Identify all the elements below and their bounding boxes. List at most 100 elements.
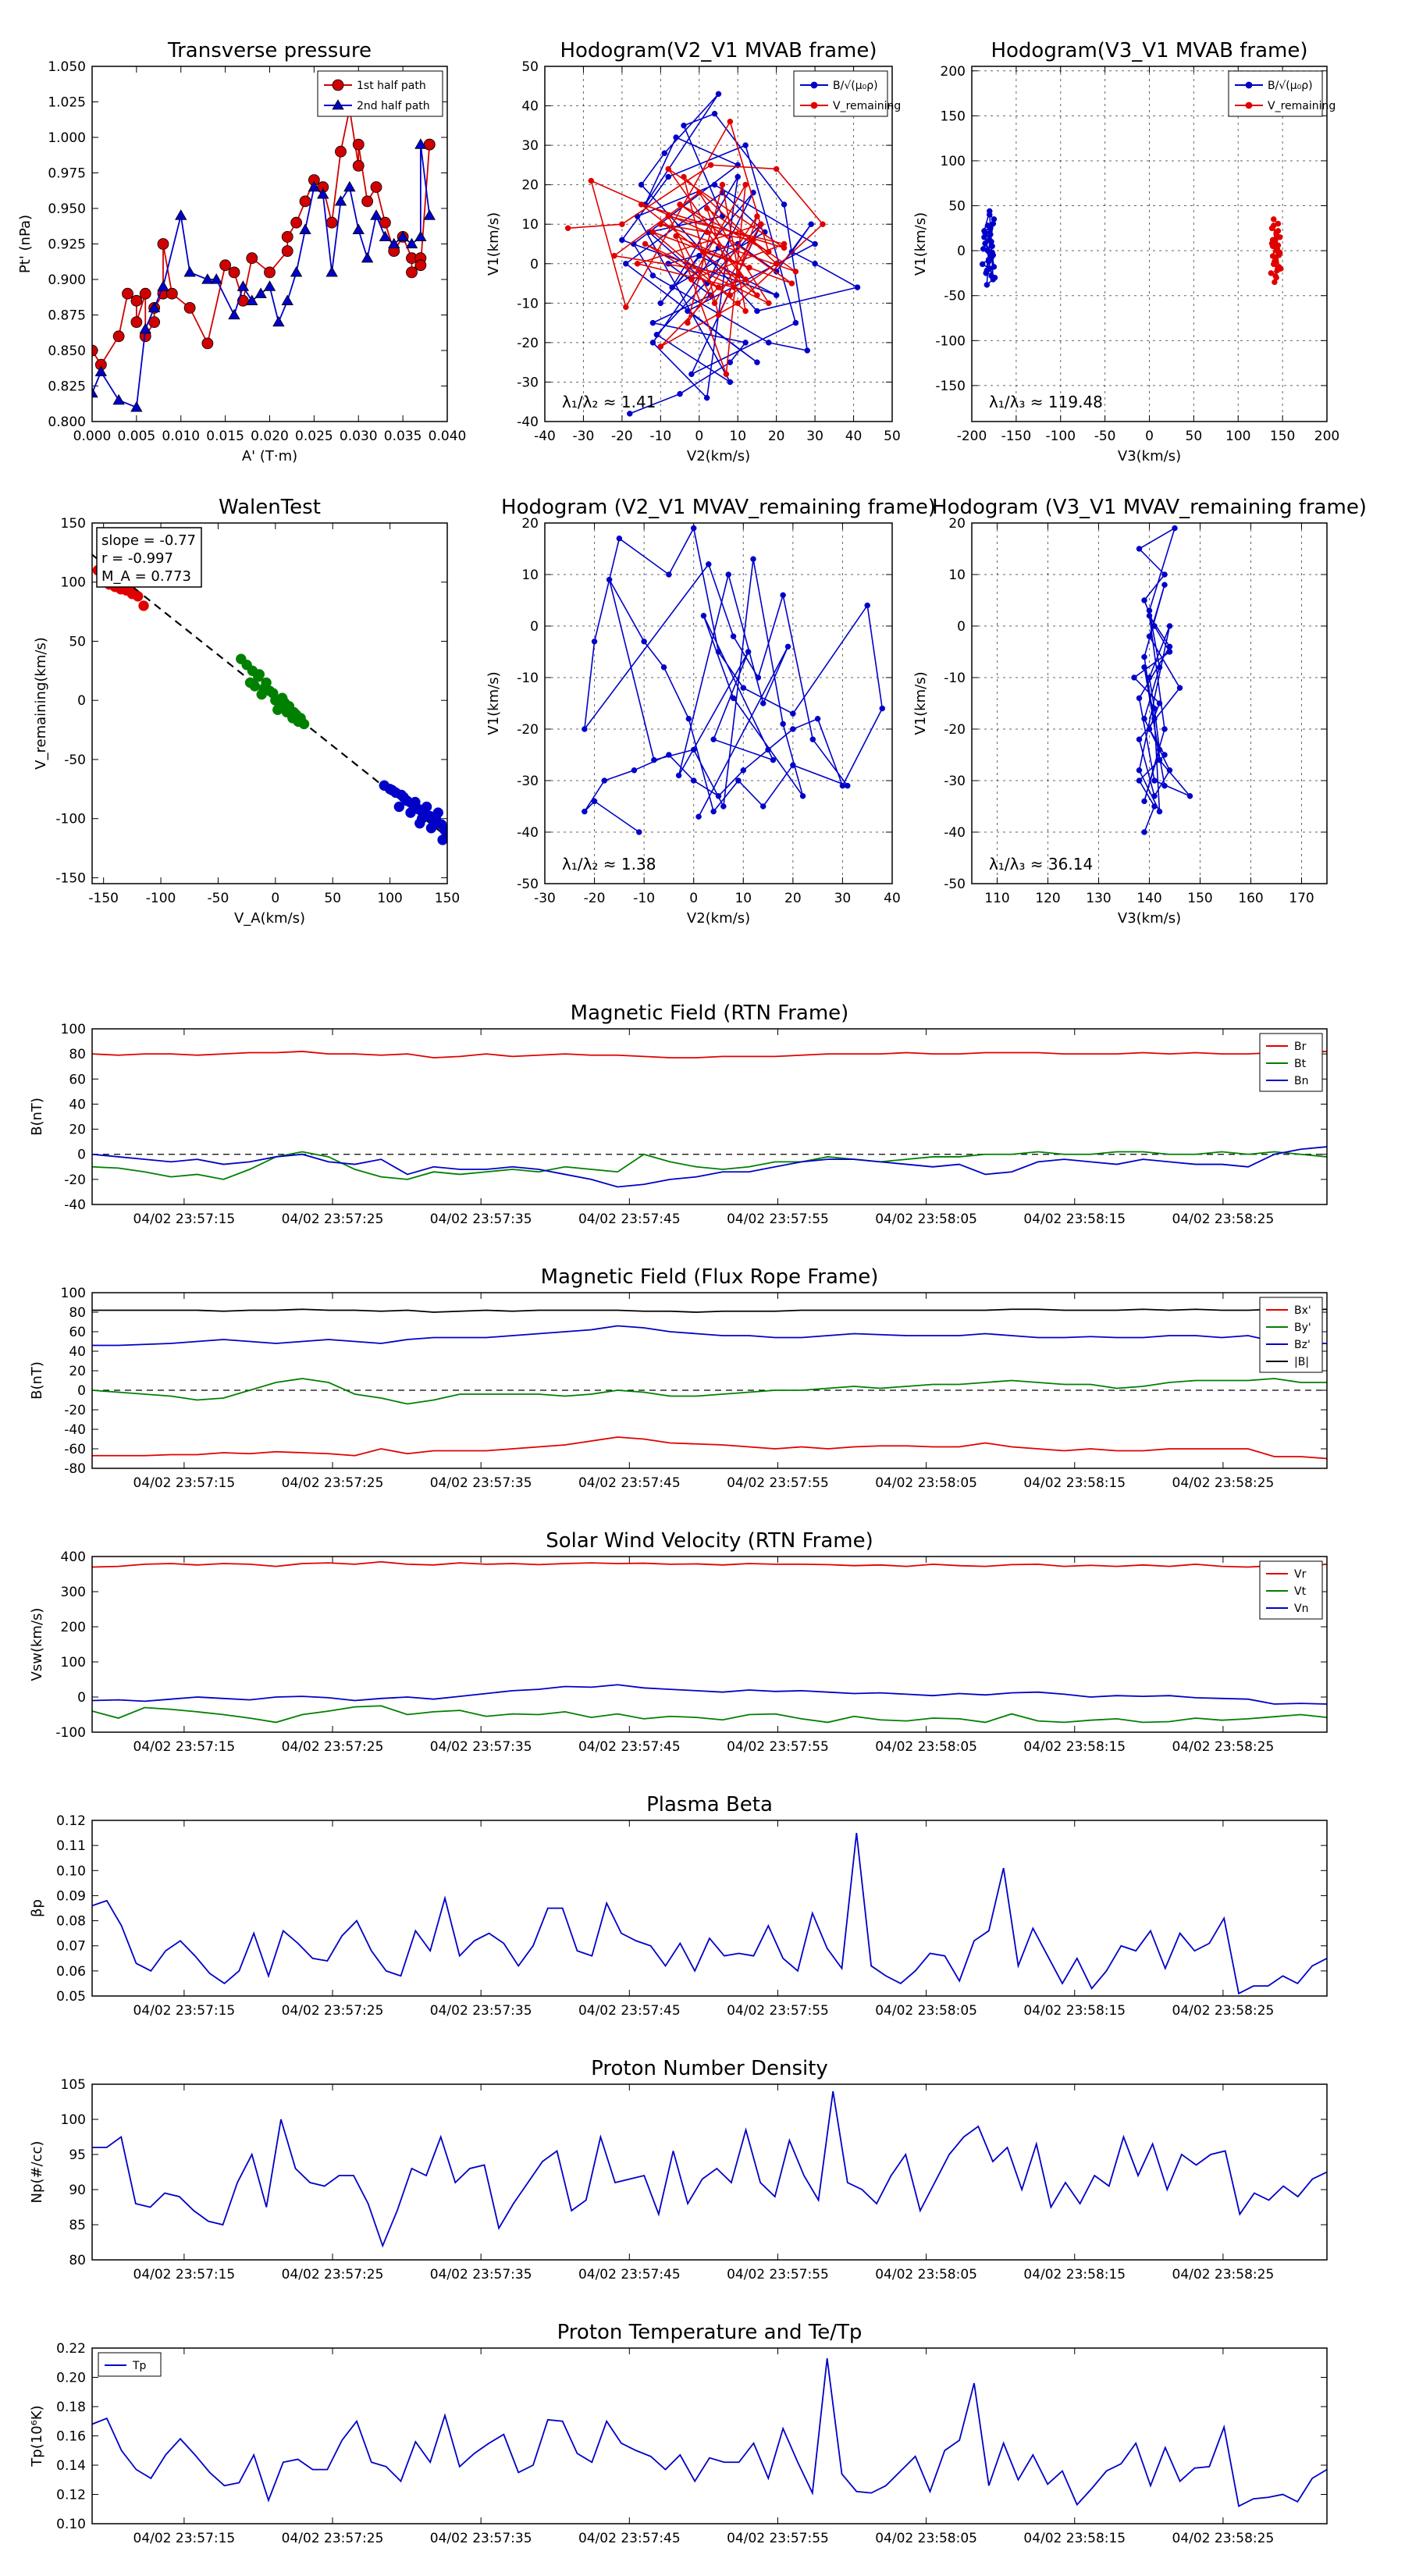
y-tick-label: 0.925 xyxy=(48,237,86,253)
axes-border xyxy=(91,66,448,422)
data-point xyxy=(742,181,749,188)
y-tick-label: 85 xyxy=(69,2218,86,2233)
data-point xyxy=(707,162,714,169)
panel-title: Magnetic Field (RTN Frame) xyxy=(571,1002,849,1025)
y-tick-label: 105 xyxy=(61,2077,86,2093)
eigenvalue-ratio: λ₁/λ₂ ≈ 1.38 xyxy=(562,855,656,873)
data-point xyxy=(727,379,734,386)
data-point xyxy=(649,229,656,236)
x-tick-label: 04/02 23:57:45 xyxy=(578,1475,681,1491)
legend-label: Bx' xyxy=(1294,1304,1311,1317)
data-point xyxy=(981,228,987,234)
series-line xyxy=(621,93,859,415)
data-point xyxy=(703,229,710,236)
data-point xyxy=(731,284,738,290)
data-point xyxy=(981,234,987,240)
data-point xyxy=(175,209,187,220)
data-point xyxy=(405,807,416,818)
data-point xyxy=(157,238,169,250)
data-point xyxy=(695,813,702,820)
data-point xyxy=(414,230,427,242)
x-tick-label: 04/02 23:58:25 xyxy=(1172,2003,1275,2019)
y-tick-label: -80 xyxy=(64,1461,86,1477)
x-tick-label: 0.025 xyxy=(295,429,333,444)
data-point xyxy=(1272,272,1279,279)
data-point xyxy=(423,209,436,220)
data-point xyxy=(641,639,647,645)
legend-label: By' xyxy=(1294,1322,1311,1334)
legend-label: 1st half path xyxy=(357,80,426,92)
data-point xyxy=(665,213,671,219)
data-point xyxy=(1161,752,1168,758)
data-point xyxy=(773,165,780,173)
data-point xyxy=(1151,803,1158,809)
data-point xyxy=(710,808,717,815)
y-axis-label: Pt' (nPa) xyxy=(17,215,34,273)
series-line xyxy=(583,526,884,833)
data-point xyxy=(649,272,656,279)
data-point xyxy=(1141,653,1147,660)
x-axis-label: V3(km/s) xyxy=(1118,448,1181,464)
data-point xyxy=(636,829,642,835)
y-tick-label: 1.025 xyxy=(48,95,86,111)
data-point xyxy=(781,201,788,208)
data-point xyxy=(754,308,760,315)
data-point xyxy=(264,266,276,279)
data-point xyxy=(688,371,695,378)
y-tick-label: 0.975 xyxy=(48,166,86,182)
data-point xyxy=(290,266,303,277)
y-tick-label: 0.09 xyxy=(56,1888,86,1904)
data-point xyxy=(673,134,679,141)
y-tick-label: 0.05 xyxy=(56,1989,86,2005)
y-tick-label: 0.10 xyxy=(56,1863,86,1879)
data-point xyxy=(666,752,672,758)
y-tick-label: 150 xyxy=(941,109,966,124)
data-point xyxy=(263,280,276,291)
y-tick-label: 100 xyxy=(61,1286,86,1301)
data-point xyxy=(634,261,641,267)
data-point xyxy=(750,237,756,244)
y-axis-label: B(nT) xyxy=(29,1098,45,1136)
series-1st-half-path xyxy=(92,103,436,371)
legend-label: B/√(μ₀ρ) xyxy=(1268,80,1313,92)
y-tick-label: -50 xyxy=(517,877,539,892)
y-tick-label: 0.825 xyxy=(48,379,86,395)
panel-title: Magnetic Field (Flux Rope Frame) xyxy=(541,1265,879,1289)
plot-area xyxy=(92,1051,1327,1188)
panel-title: Hodogram(V2_V1 MVAB frame) xyxy=(560,39,877,62)
data-point xyxy=(987,231,994,238)
data-point xyxy=(715,311,722,318)
x-tick-label: -20 xyxy=(611,429,633,444)
series-b- xyxy=(979,208,998,288)
data-point xyxy=(139,322,151,334)
y-tick-label: -30 xyxy=(517,774,539,789)
x-tick-label: -100 xyxy=(1045,429,1076,444)
x-tick-label: 0.005 xyxy=(118,429,156,444)
x-tick-label: 04/02 23:58:25 xyxy=(1172,2531,1275,2546)
x-tick-label: 04/02 23:57:55 xyxy=(727,2531,829,2546)
data-point xyxy=(990,220,997,227)
panel-hodo4: Hodogram (V3_V1 MVAV_remaining frame) 110… xyxy=(912,496,1367,927)
y-tick-label: 30 xyxy=(521,138,539,154)
data-point xyxy=(661,150,668,156)
data-point xyxy=(201,337,214,350)
y-axis-label: V1(km/s) xyxy=(912,671,929,735)
data-point xyxy=(780,720,786,728)
data-point xyxy=(754,292,760,298)
data-point xyxy=(631,767,638,774)
data-point xyxy=(688,276,695,283)
data-point xyxy=(657,221,664,227)
data-point xyxy=(1176,685,1183,691)
data-point xyxy=(1271,222,1277,229)
x-tick-label: 04/02 23:57:35 xyxy=(430,1475,532,1491)
y-tick-label: 100 xyxy=(941,154,966,169)
panel-title: Hodogram(V3_V1 MVAB frame) xyxy=(991,39,1307,62)
x-tick-label: 40 xyxy=(845,429,863,444)
x-tick-label: -50 xyxy=(1094,429,1116,444)
series-v xyxy=(582,525,886,835)
data-point xyxy=(735,777,742,784)
legend-label: V_remaining xyxy=(833,100,901,112)
data-point xyxy=(210,273,222,284)
y-tick-label: 1.000 xyxy=(48,130,86,146)
x-tick-label: 04/02 23:57:55 xyxy=(727,1212,829,1227)
